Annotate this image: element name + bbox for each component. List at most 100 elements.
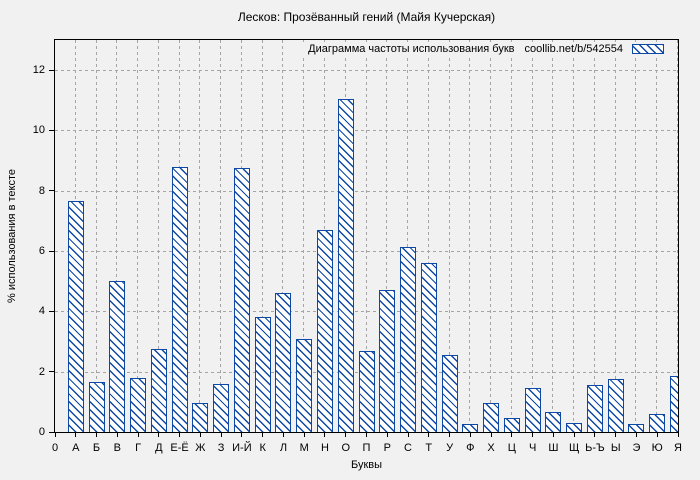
grid-line-v	[386, 40, 388, 432]
y-axis-tick	[49, 190, 54, 192]
x-tick-label: Ц	[507, 442, 516, 454]
x-axis-tick	[386, 433, 388, 437]
x-axis-tick	[137, 433, 139, 437]
bar	[233, 168, 250, 432]
grid-line-h	[55, 70, 678, 72]
x-tick-label: П	[362, 442, 371, 454]
x-tick-label: Щ	[569, 442, 580, 454]
bar	[566, 422, 583, 432]
legend: Диаграмма частоты использования букв coo…	[302, 42, 666, 56]
x-axis-tick	[573, 433, 575, 437]
bar	[337, 98, 354, 432]
x-tick-label: Н	[320, 442, 329, 454]
bar	[213, 383, 230, 432]
grid-line-v	[552, 40, 554, 432]
bar	[379, 290, 396, 432]
x-axis-tick	[54, 433, 56, 437]
x-axis-tick	[449, 433, 451, 437]
x-axis-tick	[158, 433, 160, 437]
x-axis-tick	[199, 433, 201, 437]
x-tick-label: Т	[425, 442, 433, 454]
grid-line-h	[55, 190, 678, 192]
x-axis-tick	[282, 433, 284, 437]
bar	[67, 201, 84, 432]
bar	[462, 424, 479, 432]
x-axis-tick	[262, 433, 264, 437]
x-tick-label: Б	[92, 442, 101, 454]
bar	[670, 376, 678, 432]
x-tick-label: О	[341, 442, 350, 454]
bar	[524, 388, 541, 432]
x-axis-tick	[656, 433, 658, 437]
y-axis-tick	[49, 431, 54, 433]
x-axis-tick	[532, 433, 534, 437]
x-tick-label: Р	[383, 442, 391, 454]
grid-line-v	[427, 40, 429, 432]
x-tick-label: Ы	[610, 442, 621, 454]
x-axis-tick	[96, 433, 98, 437]
x-axis-tick	[324, 433, 326, 437]
x-axis-tick	[635, 433, 637, 437]
x-tick-label: Х	[487, 442, 495, 454]
bar	[171, 166, 188, 432]
x-tick-label: Ш	[548, 442, 559, 454]
x-axis-tick	[552, 433, 554, 437]
bar	[441, 355, 458, 432]
x-axis-title: Буквы	[350, 459, 383, 471]
grid-line-h	[55, 311, 678, 313]
x-axis-tick	[75, 433, 77, 437]
bar	[545, 412, 562, 432]
x-axis-tick	[677, 433, 679, 437]
y-axis-tick	[49, 310, 54, 312]
x-tick-label: К	[259, 442, 266, 454]
bar	[275, 293, 292, 432]
x-axis-tick	[490, 433, 492, 437]
x-axis-tick	[469, 433, 471, 437]
grid-line-v	[95, 40, 97, 432]
x-axis-tick	[116, 433, 118, 437]
grid-line-v	[656, 40, 658, 432]
bar	[150, 349, 167, 432]
grid-line-v	[157, 40, 159, 432]
bar	[483, 403, 500, 432]
bar	[316, 229, 333, 432]
x-tick-label: У	[446, 442, 454, 454]
y-tick-label: 2	[38, 365, 45, 378]
bar	[88, 382, 105, 432]
y-axis-tick	[49, 371, 54, 373]
bar	[586, 385, 603, 432]
bar	[254, 317, 271, 432]
grid-line-v	[407, 40, 409, 432]
bar	[628, 424, 645, 432]
x-axis-tick	[220, 433, 222, 437]
y-tick-label: 6	[38, 245, 45, 258]
grid-line-v	[490, 40, 492, 432]
y-axis-tick	[49, 69, 54, 71]
x-tick-label: Е-Ё	[170, 442, 189, 454]
grid-line-v	[531, 40, 533, 432]
x-axis-tick	[179, 433, 181, 437]
y-tick-label: 0	[38, 426, 45, 438]
x-axis-tick	[303, 433, 305, 437]
x-axis-tick	[511, 433, 513, 437]
x-tick-label: Ь-Ъ	[585, 442, 605, 454]
grid-line-v	[303, 40, 305, 432]
x-axis-tick	[594, 433, 596, 437]
grid-line-v	[261, 40, 263, 432]
chart-title: Лесков: Прозёванный гений (Майя Кучерска…	[237, 10, 496, 24]
bar	[130, 377, 147, 432]
y-axis-tick	[49, 250, 54, 252]
y-tick-label: 4	[38, 305, 45, 318]
x-axis-tick	[345, 433, 347, 437]
y-axis-tick	[49, 129, 54, 131]
grid-line-v	[469, 40, 471, 432]
bar	[400, 246, 417, 432]
x-axis-tick	[366, 433, 367, 437]
x-tick-label: Я	[674, 442, 682, 454]
grid-line-v	[677, 40, 678, 432]
bar	[503, 418, 520, 432]
x-tick-label: Ч	[528, 442, 537, 454]
grid-line-v	[448, 40, 450, 432]
x-tick-label: М	[299, 442, 309, 454]
